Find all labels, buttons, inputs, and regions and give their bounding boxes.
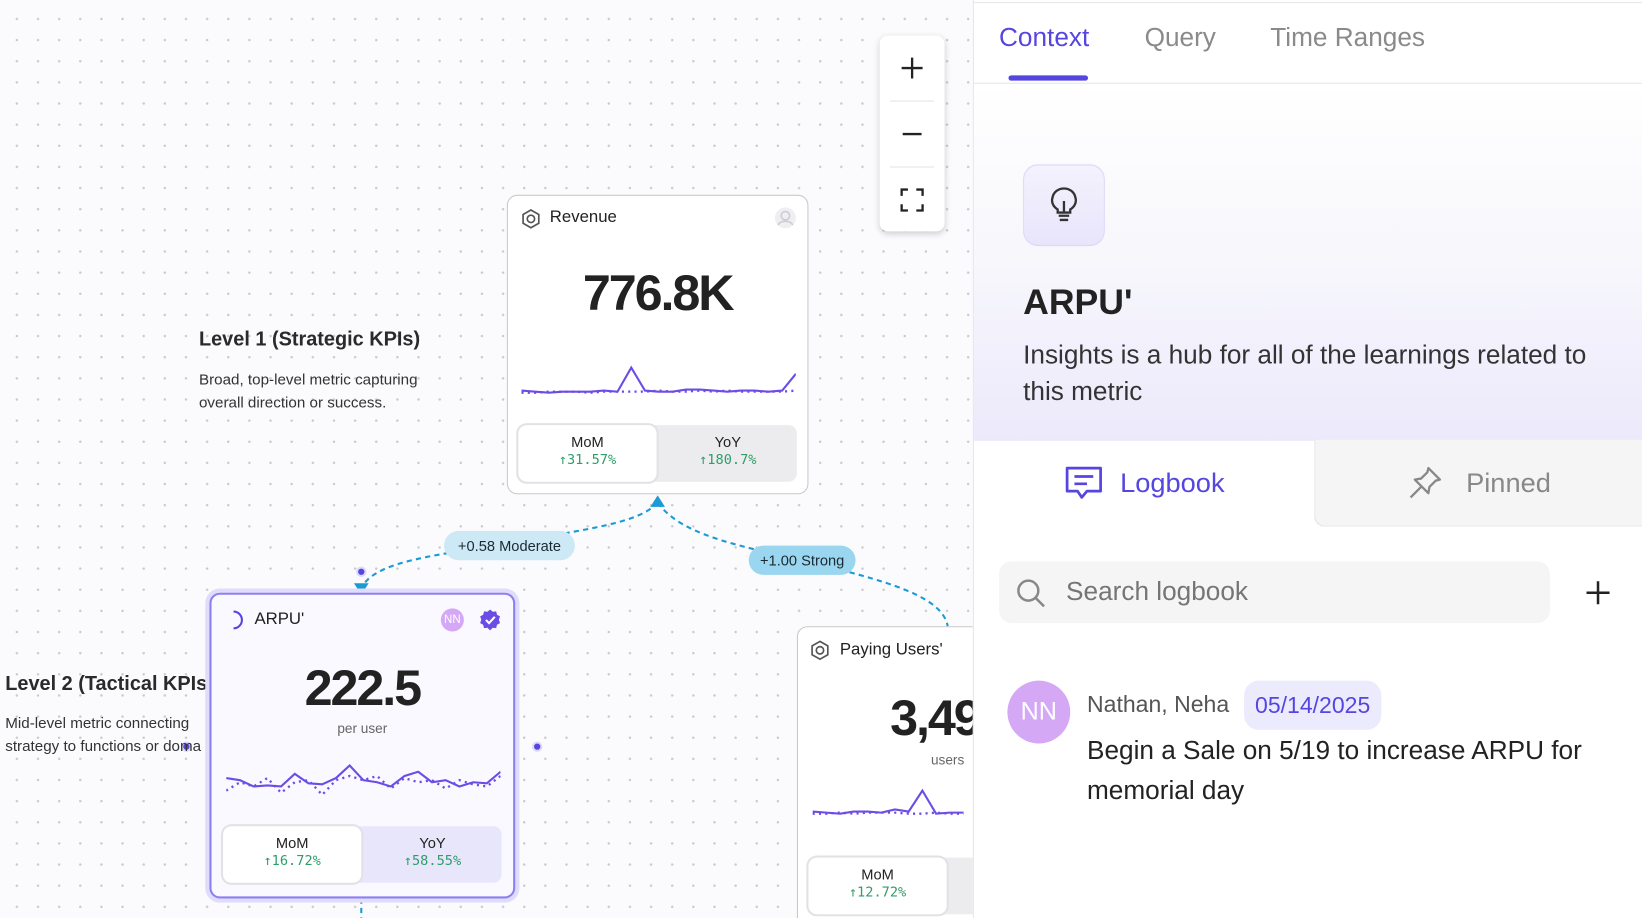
subtab-label: Pinned [1466,466,1551,498]
edge-label-moderate[interactable]: +0.58 Moderate [444,530,575,561]
sparkline-previous [226,774,501,797]
mom-option[interactable]: MoM ↑31.57% [518,425,657,482]
search-logbook[interactable] [999,561,1550,624]
divider [890,166,935,168]
tab-query[interactable]: Query [1144,23,1216,53]
active-tab-indicator [1008,75,1089,81]
sparkline-previous [812,811,964,815]
subtab-label: Logbook [1120,467,1225,499]
zoom-controls [879,35,945,233]
context-panel: Context Query Time Ranges ARPU' Insights… [972,0,1642,918]
fullscreen-icon [900,188,924,212]
zoom-out-button[interactable] [880,102,945,167]
sparkline [812,788,964,815]
mom-option[interactable]: MoM ↑12.72% [808,857,947,915]
level-1-title: Level 1 (Strategic KPIs) [198,328,421,351]
mom-option[interactable]: MoM ↑16.72% [223,826,362,883]
logbook-icon [1065,466,1102,499]
edge-revenue-paying-users [656,502,949,627]
entry-author: Nathan, Neha [1086,691,1230,718]
card-title: Paying Users' [839,640,943,659]
subtab-pinned[interactable]: Pinned [1314,439,1642,527]
metric-unit: users [930,751,965,768]
zoom-out-icon [902,132,922,136]
arrow-down-icon [353,583,369,595]
arrow-up-icon [650,495,665,507]
metric-value: 3,49 [890,691,973,747]
comparison-toggle: MoM ↑31.57% YoY ↑180.7% [518,425,797,482]
lightbulb-icon-box [1023,164,1105,247]
owner-avatar: NN [440,608,464,632]
fit-view-button[interactable] [880,168,945,233]
entry-avatar: NN [1007,680,1071,744]
zoom-in-icon [901,57,923,79]
pin-icon [1409,466,1442,499]
metric-card-revenue[interactable]: Revenue 776.8K MoM ↑31.57% YoY ↑180.7% [506,194,809,495]
edge-label-strong[interactable]: +1.00 Strong [748,545,856,575]
metric-card-arpu[interactable]: ARPU' NN 222.5 per user MoM ↑16.72% YoY ↑5… [209,592,516,899]
verified-badge-icon [480,609,501,631]
entry-text: Begin a Sale on 5/19 to increase ARPU fo… [1086,736,1582,806]
hexagon-icon [811,640,829,661]
tab-time-ranges[interactable]: Time Ranges [1270,23,1425,53]
yoy-option[interactable]: YoY ↑180.7% [699,433,757,469]
level-2-title: Level 2 (Tactical KPIs [5,673,208,696]
yoy-option[interactable]: YoY ↑58.55% [403,834,462,870]
level-2-desc: Mid-level metric connecting strategy to f… [5,715,202,756]
divider [890,100,935,102]
metric-value: 222.5 [304,660,422,717]
card-title: Revenue [549,208,617,227]
metric-card-paying-users[interactable]: Paying Users' 3,49 users MoM ↑12.72% [796,626,973,918]
divider [973,2,1642,4]
subtab-logbook[interactable]: Logbook [974,440,1314,527]
comparison-toggle: MoM ↑12.72% [808,857,973,915]
sparkline-current [521,365,796,394]
metric-unit: per user [337,720,388,737]
entry-date-badge: 05/14/2025 [1244,680,1382,730]
sparkline-current [812,788,964,815]
zoom-in-button[interactable] [880,36,945,101]
user-avatar-icon [774,207,796,229]
sparkline-previous [521,389,796,394]
card-title: ARPU' [254,610,305,629]
search-icon [1017,579,1045,608]
insights-header: ARPU' Insights is a hub for all of the l… [973,82,1642,441]
insights-description: Insights is a hub for all of the learnin… [1023,340,1587,407]
lightbulb-icon [1050,187,1077,222]
hexagon-icon [522,208,540,229]
sparkline [521,365,796,394]
tab-context[interactable]: Context [999,23,1090,53]
comparison-toggle: MoM ↑16.72% YoY ↑58.55% [223,826,502,883]
sparkline [226,764,501,797]
loading-icon [233,610,243,630]
level-1-desc: Broad, top-level metric capturing overall… [198,371,418,412]
metric-tree-canvas[interactable]: +0.58 Moderate +1.00 Strong Level 1 (Str… [0,0,973,918]
metric-value: 776.8K [582,265,735,322]
search-input[interactable] [1066,561,1527,624]
add-entry-icon[interactable] [1584,579,1611,606]
insights-title: ARPU' [1023,282,1133,323]
sparkline-current [226,764,501,788]
